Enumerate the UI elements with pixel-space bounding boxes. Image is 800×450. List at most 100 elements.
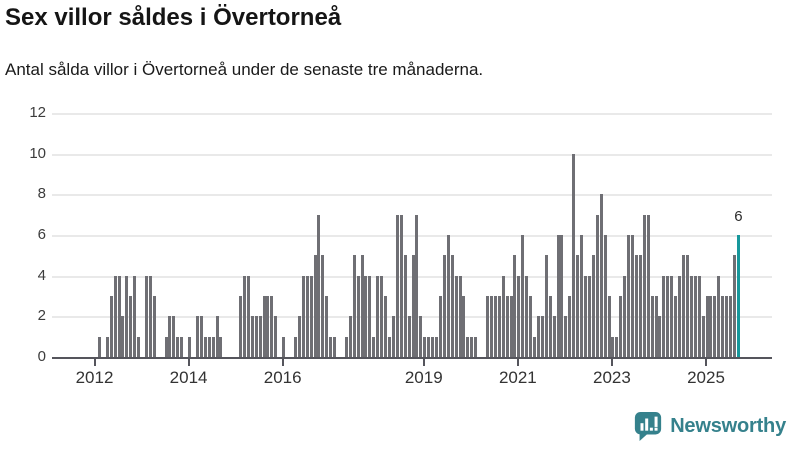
bar [368,275,372,357]
bar [364,275,368,357]
bar [207,336,211,357]
x-axis-label: 2023 [593,368,631,387]
bar [352,255,356,357]
bar [258,316,262,357]
bar [180,336,184,357]
bar [560,234,564,357]
bar [442,255,446,357]
bar [709,295,713,357]
bar [380,275,384,357]
bar [654,295,658,357]
bar [689,275,693,357]
bar [329,336,333,357]
bar [105,336,109,357]
bar [376,275,380,357]
bar [458,275,462,357]
bar [474,336,478,357]
bar [693,275,697,357]
newsworthy-bubble-chart-icon [633,410,663,442]
bar [403,255,407,357]
bar [356,275,360,357]
bar [509,295,513,357]
y-gridline [52,112,772,115]
x-axis-tick [516,359,519,366]
bar [438,295,442,357]
bar [399,214,403,357]
x-axis-tick [93,359,96,366]
bar [97,336,101,357]
bar [552,316,556,357]
bar [454,275,458,357]
newsworthy-logo: Newsworthy [633,410,786,442]
bar [301,275,305,357]
bar [309,275,313,357]
bar [246,275,250,357]
bar [266,295,270,357]
bar [497,295,501,357]
bar [713,295,717,357]
bar [587,275,591,357]
bar [109,295,113,357]
x-axis-label: 2025 [687,368,725,387]
bar [646,214,650,357]
bar [462,295,466,357]
x-axis-line [52,356,772,359]
bar [591,255,595,357]
bar [407,316,411,357]
bar [435,336,439,357]
bar [133,275,137,357]
bar [348,316,352,357]
bar [489,295,493,357]
bar [297,316,301,357]
bar [137,336,141,357]
y-gridline [52,153,772,156]
x-axis-label: 2012 [75,368,114,387]
bar [623,275,627,357]
y-gridline [52,194,772,197]
bar [674,295,678,357]
bar [113,275,117,357]
bar [305,275,309,357]
bar [321,255,325,357]
bar [195,316,199,357]
bar [384,295,388,357]
bar [517,275,521,357]
x-axis-label: 2019 [404,368,443,387]
x-axis-tick [422,359,425,366]
bar [662,275,666,357]
newsworthy-wordmark: Newsworthy [670,414,786,437]
bar [678,275,682,357]
bar [144,275,148,357]
bar [564,316,568,357]
bar [262,295,266,357]
bar [344,336,348,357]
bar [164,336,168,357]
bar [525,275,529,357]
bar [595,214,599,357]
x-axis-label: 2014 [169,368,208,387]
bar-value-label: 6 [734,207,743,225]
bar [505,295,509,357]
bar [658,316,662,357]
bar [172,316,176,357]
bar [313,255,317,357]
x-axis-tick [281,359,284,366]
bar [125,275,129,357]
y-gridline [52,234,772,237]
y-axis-label: 6 [37,225,46,243]
bar [670,275,674,357]
bar [239,295,243,357]
bar [666,275,670,357]
bar [419,316,423,357]
bar [634,255,638,357]
x-axis-label: 2021 [498,368,537,387]
bar [493,295,497,357]
bar [729,295,733,357]
bar [372,336,376,357]
bar [176,336,180,357]
bar [211,336,215,357]
bar [619,295,623,357]
bar [611,336,615,357]
bar [732,255,736,357]
